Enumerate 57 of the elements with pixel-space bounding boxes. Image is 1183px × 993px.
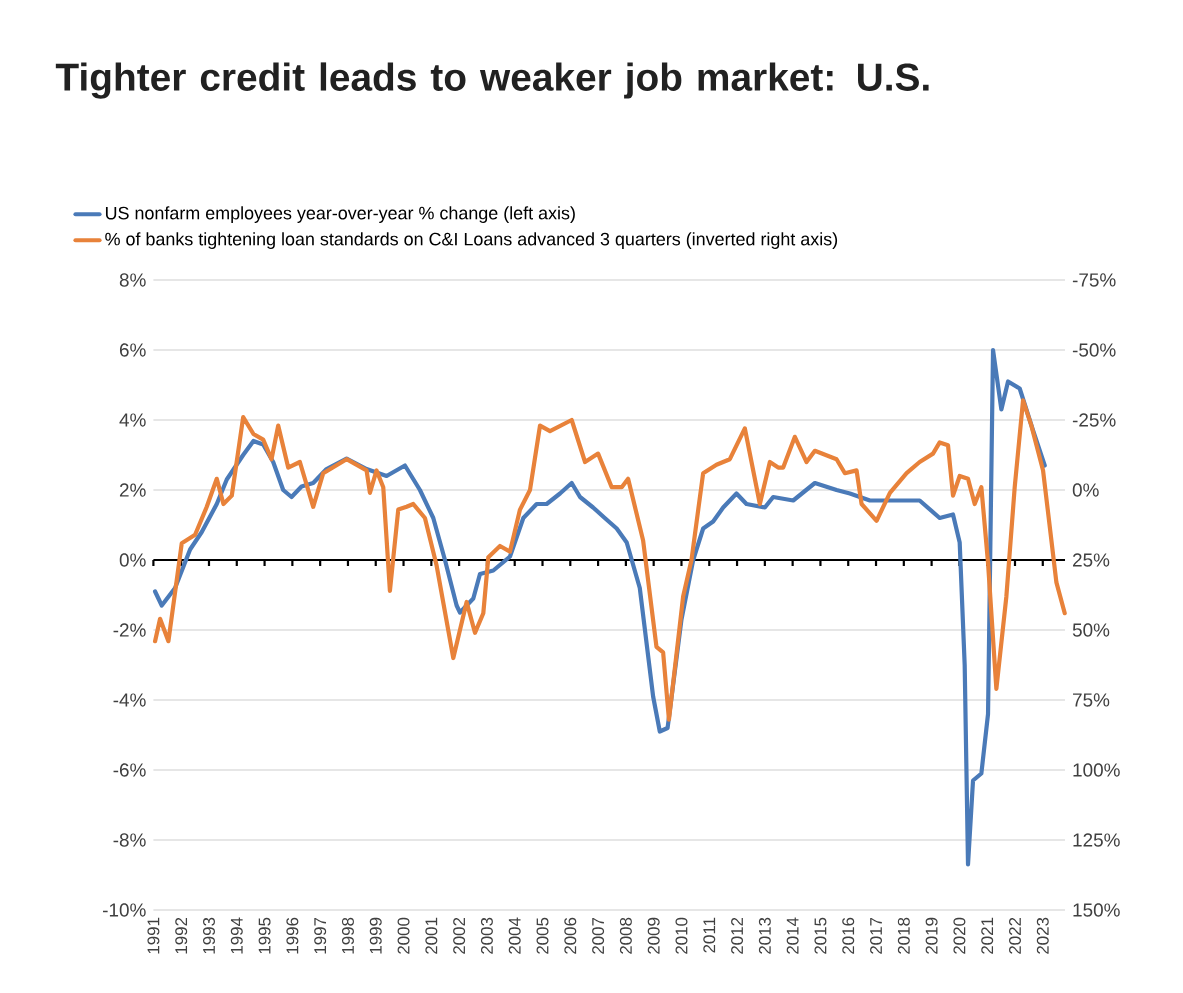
x-tick-label: 2010 [675,917,688,954]
x-tick-label: 1991 [147,917,160,954]
legend-label: US nonfarm employees year-over-year % change (left axis) [105,206,575,223]
x-tick-label: 2018 [897,917,910,954]
line-series [152,398,1067,722]
y-tick-label: 4% [119,413,146,427]
x-tick-label: 1992 [175,917,188,954]
x-tick-label: 2002 [453,917,466,954]
y2-tick-label: -50% [1072,343,1116,357]
y-tick-label: 6% [119,343,146,357]
x-tick-label: 2005 [536,917,549,954]
x-tick-label: 1993 [203,917,215,954]
y2-tick-label: 150% [1073,903,1120,917]
legend-label: % of banks tightening loan standards on C&I Loans advanced 3 quarters (inverted right axis) [105,232,838,249]
x-tick-label: 2012 [731,917,744,954]
x-tick-label: 2013 [758,917,771,954]
y2-tick-label: 25% [1072,553,1110,567]
y-tick-label: -8% [113,833,146,847]
y-tick-label: -10% [103,903,146,917]
y-tick-label: -2% [113,623,146,637]
x-tick-label: 2015 [814,917,827,954]
y2-tick-label: 125% [1073,833,1120,847]
x-tick-label: 2022 [1009,917,1021,954]
y2-tick-label: 75% [1073,693,1110,707]
x-tick-label: 2004 [508,917,521,954]
x-tick-label: 2014 [786,917,799,954]
x-tick-label: 1995 [258,917,271,954]
y-tick-label: -6% [113,763,146,777]
x-tick-label: 1998 [341,917,354,954]
y2-tick-label: 100% [1073,763,1120,777]
x-tick-label: 2023 [1036,917,1049,954]
y-tick-label: 8% [119,273,146,287]
y2-tick-label: -75% [1072,273,1116,287]
x-tick-label: 2016 [842,917,855,954]
y-tick-label: -4% [113,693,146,707]
y-tick-label: 2% [119,483,146,497]
x-tick-label: 2017 [870,917,883,954]
x-tick-label: 2001 [425,917,438,954]
x-tick-label: 2011 [703,917,716,953]
x-tick-label: 1994 [230,917,243,954]
x-tick-label: 2007 [592,917,605,954]
x-tick-label: 2020 [953,917,966,954]
y-tick-label: 0% [119,553,146,567]
x-tick-label: 2000 [397,917,410,954]
x-tick-label: 2019 [925,917,938,954]
y2-tick-label: -25% [1072,413,1116,427]
x-tick-label: 2021 [981,917,994,954]
x-tick-label: 2008 [619,917,632,954]
y2-tick-label: 0% [1072,483,1099,497]
x-tick-label: 2006 [564,917,577,954]
y2-tick-label: 50% [1072,623,1110,637]
chart-title: Tighter credit leads to weaker job market: U.S. [55,62,929,99]
x-tick-label: 2003 [480,917,493,954]
x-tick-label: 1997 [314,917,327,954]
x-tick-label: 2009 [647,917,660,954]
x-tick-label: 1996 [286,917,299,954]
x-tick-label: 1999 [369,917,382,954]
